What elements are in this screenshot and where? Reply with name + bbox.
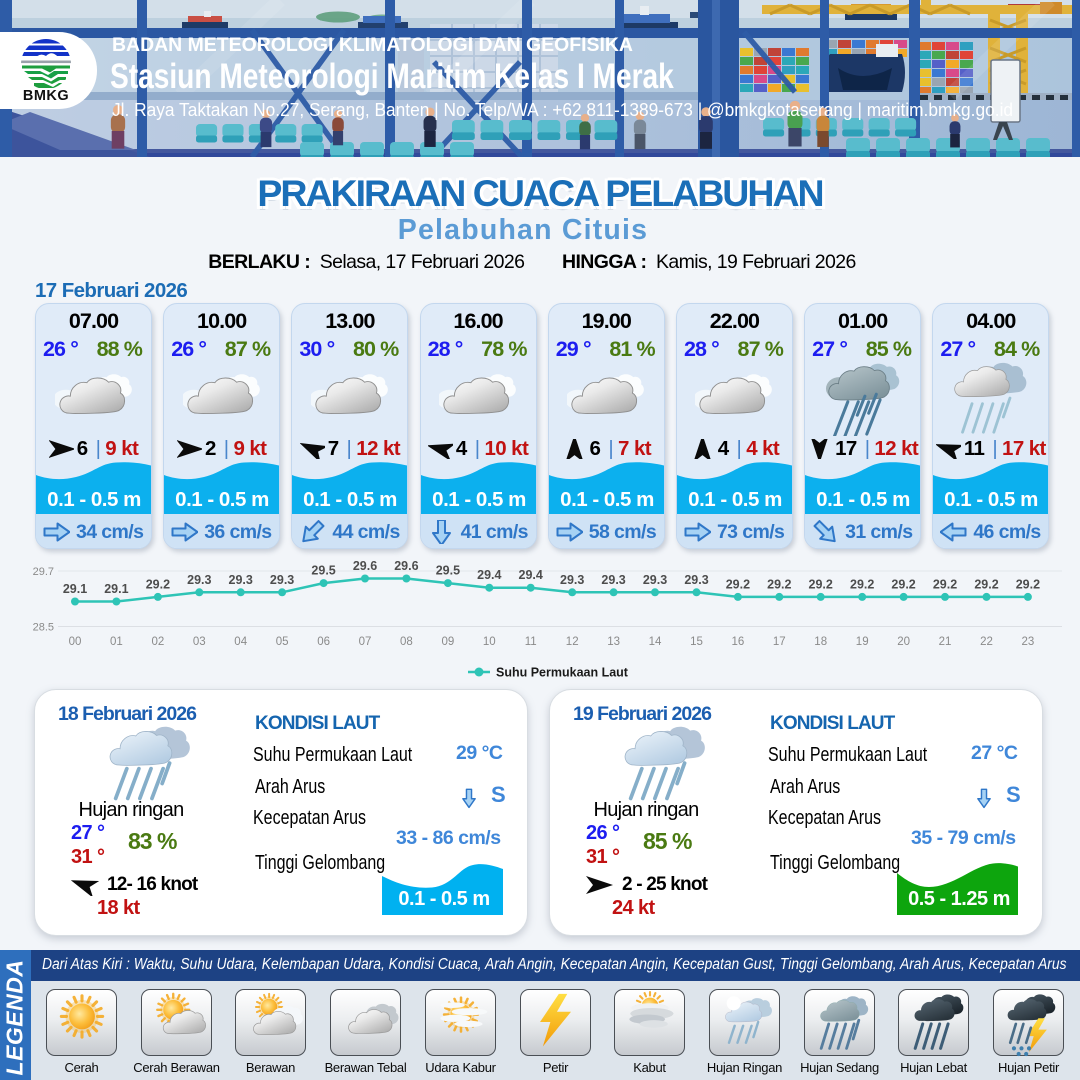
svg-text:07: 07 [359, 636, 372, 648]
svg-text:29.2: 29.2 [726, 577, 750, 591]
svg-text:00: 00 [69, 636, 82, 648]
svg-text:0.1 - 0.5 m: 0.1 - 0.5 m [944, 488, 1038, 511]
svg-text:0.5 - 1.25 m: 0.5 - 1.25 m [908, 888, 1010, 910]
svg-text:29.2: 29.2 [850, 577, 874, 591]
svg-text:0.1 - 0.5 m: 0.1 - 0.5 m [816, 488, 910, 511]
svg-text:28.5: 28.5 [33, 622, 54, 634]
svg-text:29.3: 29.3 [560, 573, 584, 587]
svg-text:29.2: 29.2 [767, 577, 791, 591]
svg-text:18: 18 [814, 636, 827, 648]
svg-text:29.3: 29.3 [643, 573, 667, 587]
svg-text:15: 15 [690, 636, 703, 648]
svg-text:29.3: 29.3 [270, 573, 294, 587]
svg-text:29.2: 29.2 [146, 577, 170, 591]
svg-text:10: 10 [483, 636, 496, 648]
svg-text:13: 13 [607, 636, 620, 648]
svg-text:29.7: 29.7 [33, 566, 54, 578]
svg-text:01: 01 [110, 636, 123, 648]
svg-text:Suhu Permukaan Laut: Suhu Permukaan Laut [496, 666, 629, 680]
svg-text:29.3: 29.3 [229, 573, 253, 587]
svg-text:0.1 - 0.5 m: 0.1 - 0.5 m [47, 488, 141, 511]
svg-text:17: 17 [773, 636, 786, 648]
svg-text:0.1 - 0.5 m: 0.1 - 0.5 m [175, 488, 269, 511]
svg-text:03: 03 [193, 636, 206, 648]
svg-text:29.2: 29.2 [1016, 577, 1040, 591]
svg-text:19: 19 [856, 636, 869, 648]
svg-text:29.1: 29.1 [104, 582, 128, 596]
svg-text:29.4: 29.4 [519, 568, 543, 582]
svg-text:29.2: 29.2 [974, 577, 998, 591]
svg-text:0.1 - 0.5 m: 0.1 - 0.5 m [560, 488, 654, 511]
svg-text:16: 16 [732, 636, 745, 648]
svg-text:29.3: 29.3 [187, 573, 211, 587]
svg-text:02: 02 [152, 636, 165, 648]
svg-text:05: 05 [276, 636, 289, 648]
svg-text:22: 22 [980, 636, 993, 648]
svg-text:29.2: 29.2 [891, 577, 915, 591]
svg-text:04: 04 [234, 636, 247, 648]
svg-text:14: 14 [649, 636, 662, 648]
svg-text:29.3: 29.3 [684, 573, 708, 587]
svg-text:21: 21 [939, 636, 952, 648]
svg-text:0.1 - 0.5 m: 0.1 - 0.5 m [398, 888, 489, 910]
svg-text:06: 06 [317, 636, 330, 648]
svg-text:29.1: 29.1 [63, 582, 87, 596]
svg-text:0.1 - 0.5 m: 0.1 - 0.5 m [432, 488, 526, 511]
svg-text:11: 11 [525, 636, 537, 648]
svg-text:29.2: 29.2 [933, 577, 957, 591]
svg-text:20: 20 [897, 636, 910, 648]
svg-text:29.3: 29.3 [601, 573, 625, 587]
svg-text:29.6: 29.6 [353, 559, 377, 573]
svg-text:23: 23 [1022, 636, 1035, 648]
svg-text:0.1 - 0.5 m: 0.1 - 0.5 m [688, 488, 782, 511]
svg-text:29.4: 29.4 [477, 568, 501, 582]
svg-text:29.5: 29.5 [311, 564, 335, 578]
svg-text:29.6: 29.6 [394, 559, 418, 573]
svg-text:09: 09 [442, 636, 455, 648]
svg-text:12: 12 [566, 636, 579, 648]
svg-text:08: 08 [400, 636, 413, 648]
svg-text:29.2: 29.2 [809, 577, 833, 591]
svg-text:0.1 - 0.5 m: 0.1 - 0.5 m [304, 488, 398, 511]
svg-text:29.5: 29.5 [436, 564, 460, 578]
